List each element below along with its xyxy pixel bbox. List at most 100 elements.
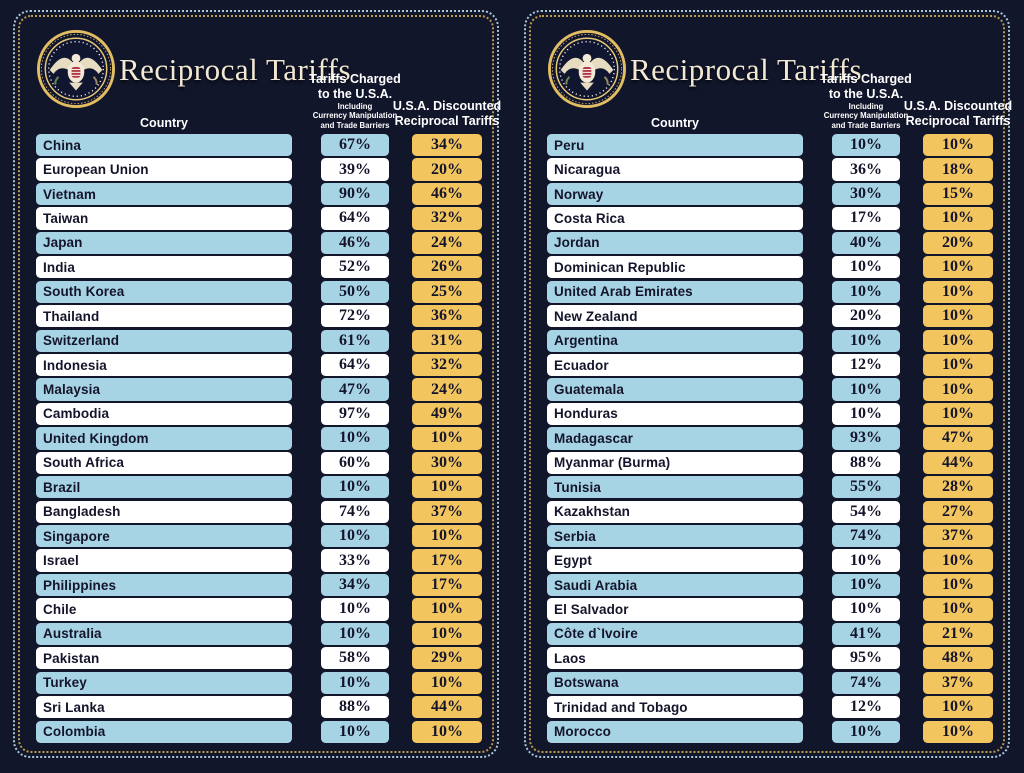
table-row: Colombia 10% 10%	[36, 720, 482, 743]
country-cell: New Zealand	[547, 305, 803, 328]
tariff-charged-cell: 58%	[321, 647, 389, 670]
country-cell: Norway	[547, 182, 803, 206]
tariff-charged-cell: 10%	[321, 427, 389, 450]
country-cell: Switzerland	[36, 329, 292, 352]
table-row: Sri Lanka 88% 44%	[36, 696, 482, 719]
tariff-charged-cell: 20%	[832, 305, 900, 328]
table-row: Pakistan 58% 29%	[36, 647, 482, 670]
discounted-tariff-cell: 10%	[412, 476, 482, 499]
table-row: China 67% 34%	[36, 134, 482, 157]
discounted-tariff-cell: 26%	[412, 256, 482, 279]
discounted-tariff-cell: 20%	[412, 158, 482, 181]
discounted-tariff-cell: 10%	[412, 622, 482, 646]
country-cell: Thailand	[36, 305, 292, 328]
country-cell: Nicaragua	[547, 158, 803, 181]
country-cell: Serbia	[547, 525, 803, 548]
tariff-charged-cell: 74%	[832, 671, 900, 694]
country-cell: Pakistan	[36, 647, 292, 670]
country-cell: Cambodia	[36, 402, 292, 426]
tariff-charged-cell: 10%	[832, 134, 900, 157]
table-row: Jordan 40% 20%	[547, 231, 993, 255]
table-row: Switzerland 61% 31%	[36, 329, 482, 352]
tariff-charged-cell: 12%	[832, 353, 900, 377]
country-cell: Kazakhstan	[547, 500, 803, 523]
country-cell: United Kingdom	[36, 427, 292, 450]
discounted-tariff-cell: 10%	[412, 598, 482, 621]
discounted-tariff-cell: 37%	[923, 671, 993, 694]
discounted-tariff-cell: 10%	[923, 378, 993, 401]
country-cell: Honduras	[547, 402, 803, 426]
discounted-tariff-cell: 24%	[412, 231, 482, 255]
tariff-charged-cell: 10%	[832, 549, 900, 572]
panel-title: Reciprocal Tariffs	[119, 52, 352, 87]
tariff-charged-cell: 95%	[832, 647, 900, 670]
country-cell: Myanmar (Burma)	[547, 451, 803, 474]
country-cell: Sri Lanka	[36, 696, 292, 719]
table-row: India 52% 26%	[36, 256, 482, 279]
country-cell: Costa Rica	[547, 207, 803, 230]
table-row: Serbia 74% 37%	[547, 525, 993, 548]
tariff-charged-cell: 12%	[832, 696, 900, 719]
tariff-charged-cell: 88%	[321, 696, 389, 719]
discounted-tariff-cell: 36%	[412, 305, 482, 328]
tariff-charged-cell: 67%	[321, 134, 389, 157]
discounted-tariff-cell: 29%	[412, 647, 482, 670]
table-row: Japan 46% 24%	[36, 231, 482, 255]
table-row: South Korea 50% 25%	[36, 280, 482, 303]
column-header-discounted: U.S.A. Discounted Reciprocal Tariffs	[903, 99, 1013, 128]
discounted-tariff-cell: 46%	[412, 182, 482, 206]
presidential-seal-icon	[37, 30, 115, 108]
country-cell: Argentina	[547, 329, 803, 352]
country-cell: Egypt	[547, 549, 803, 572]
table-row: Saudi Arabia 10% 10%	[547, 573, 993, 597]
tariff-charged-cell: 10%	[832, 402, 900, 426]
discounted-tariff-cell: 28%	[923, 476, 993, 499]
country-cell: Malaysia	[36, 378, 292, 401]
country-cell: Peru	[547, 134, 803, 157]
country-cell: Morocco	[547, 720, 803, 743]
country-cell: European Union	[36, 158, 292, 181]
tariff-charged-cell: 39%	[321, 158, 389, 181]
tariff-charged-cell: 64%	[321, 207, 389, 230]
table-row: United Arab Emirates 10% 10%	[547, 280, 993, 303]
country-cell: Turkey	[36, 671, 292, 694]
discounted-tariff-cell: 10%	[923, 280, 993, 303]
country-cell: Brazil	[36, 476, 292, 499]
country-cell: Dominican Republic	[547, 256, 803, 279]
country-cell: United Arab Emirates	[547, 280, 803, 303]
tariff-charged-cell: 10%	[321, 671, 389, 694]
tariff-charged-cell: 90%	[321, 182, 389, 206]
discounted-tariff-cell: 10%	[923, 696, 993, 719]
table-row: Costa Rica 17% 10%	[547, 207, 993, 230]
table-row: Norway 30% 15%	[547, 182, 993, 206]
country-cell: Jordan	[547, 231, 803, 255]
country-cell: South Korea	[36, 280, 292, 303]
country-cell: Singapore	[36, 525, 292, 548]
tariff-charged-cell: 55%	[832, 476, 900, 499]
country-cell: Chile	[36, 598, 292, 621]
discounted-tariff-cell: 30%	[412, 451, 482, 474]
discounted-tariff-cell: 10%	[923, 207, 993, 230]
column-header-country: Country	[651, 115, 699, 130]
table-row: Turkey 10% 10%	[36, 671, 482, 694]
tariff-charged-cell: 64%	[321, 353, 389, 377]
country-cell: Indonesia	[36, 353, 292, 377]
table-row: Ecuador 12% 10%	[547, 353, 993, 377]
tariff-charged-cell: 10%	[832, 329, 900, 352]
country-cell: Vietnam	[36, 182, 292, 206]
tariff-charged-cell: 60%	[321, 451, 389, 474]
table-row: Vietnam 90% 46%	[36, 182, 482, 206]
table-row: Israel 33% 17%	[36, 549, 482, 572]
discounted-tariff-cell: 21%	[923, 622, 993, 646]
country-cell: Madagascar	[547, 427, 803, 450]
country-cell: China	[36, 134, 292, 157]
column-header-tariffs-charged: Tariffs Charged to the U.S.A. Including …	[820, 72, 912, 130]
table-row: Botswana 74% 37%	[547, 671, 993, 694]
table-row: Madagascar 93% 47%	[547, 427, 993, 450]
discounted-tariff-cell: 10%	[923, 573, 993, 597]
tariff-charged-cell: 54%	[832, 500, 900, 523]
country-cell: Ecuador	[547, 353, 803, 377]
country-cell: Saudi Arabia	[547, 573, 803, 597]
tariff-charged-cell: 93%	[832, 427, 900, 450]
tariff-charged-cell: 97%	[321, 402, 389, 426]
